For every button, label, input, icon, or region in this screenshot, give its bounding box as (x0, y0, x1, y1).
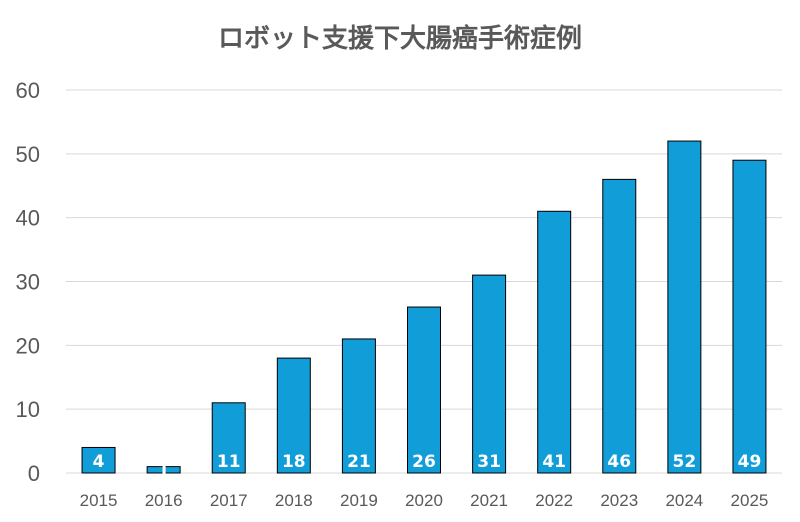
x-tick-label: 2024 (665, 491, 703, 510)
data-label-2017: 11 (217, 452, 241, 472)
data-label-2022: 41 (542, 452, 566, 472)
y-tick-label: 20 (16, 333, 40, 358)
data-label-2019: 21 (347, 452, 371, 472)
bar-2016 (146, 466, 181, 474)
y-axis-ticks: 0 10 20 30 40 50 60 (16, 78, 40, 486)
bars (81, 140, 767, 474)
y-tick-label: 30 (16, 270, 40, 295)
bar-2020 (407, 306, 441, 474)
data-label-2018: 18 (282, 452, 306, 472)
y-tick-label: 40 (16, 206, 40, 231)
bar-2019 (341, 338, 376, 474)
x-tick-label: 2019 (340, 491, 378, 510)
data-label-2015: 4 (93, 452, 105, 472)
x-tick-label: 2021 (470, 491, 508, 510)
bar-2025 (732, 159, 767, 474)
bar-2018 (276, 357, 311, 474)
x-axis-ticks: 2015 2016 2017 2018 2019 2020 2021 2022 2023 2024… (80, 491, 769, 510)
data-labels: 4 1 11 18 21 26 31 41 46 52 49 (93, 452, 762, 481)
bar-2021 (472, 274, 507, 474)
bar-2024 (667, 140, 702, 474)
y-tick-label: 0 (28, 461, 40, 486)
data-label-2024: 52 (673, 452, 697, 472)
y-tick-label: 10 (16, 397, 40, 422)
data-label-2023: 46 (607, 452, 631, 472)
x-tick-label: 2016 (145, 491, 183, 510)
x-tick-label: 2022 (535, 491, 573, 510)
x-tick-label: 2015 (80, 491, 118, 510)
data-label-2020: 26 (412, 452, 436, 472)
x-tick-label: 2020 (405, 491, 443, 510)
data-label-2021: 31 (477, 452, 501, 472)
bar-2017 (211, 402, 246, 474)
data-label-2025: 49 (738, 452, 762, 472)
y-tick-label: 60 (16, 78, 40, 103)
chart-title: ロボット支援下大腸癌手術症例 (217, 24, 582, 54)
bar-2015 (81, 446, 116, 474)
x-tick-label: 2025 (731, 491, 769, 510)
bar-2023 (602, 178, 637, 474)
bar-2022 (537, 210, 572, 474)
y-tick-label: 50 (16, 142, 40, 167)
x-tick-label: 2017 (210, 491, 248, 510)
x-tick-label: 2018 (275, 491, 313, 510)
data-label-2016: 1 (158, 461, 170, 481)
x-tick-label: 2023 (600, 491, 638, 510)
